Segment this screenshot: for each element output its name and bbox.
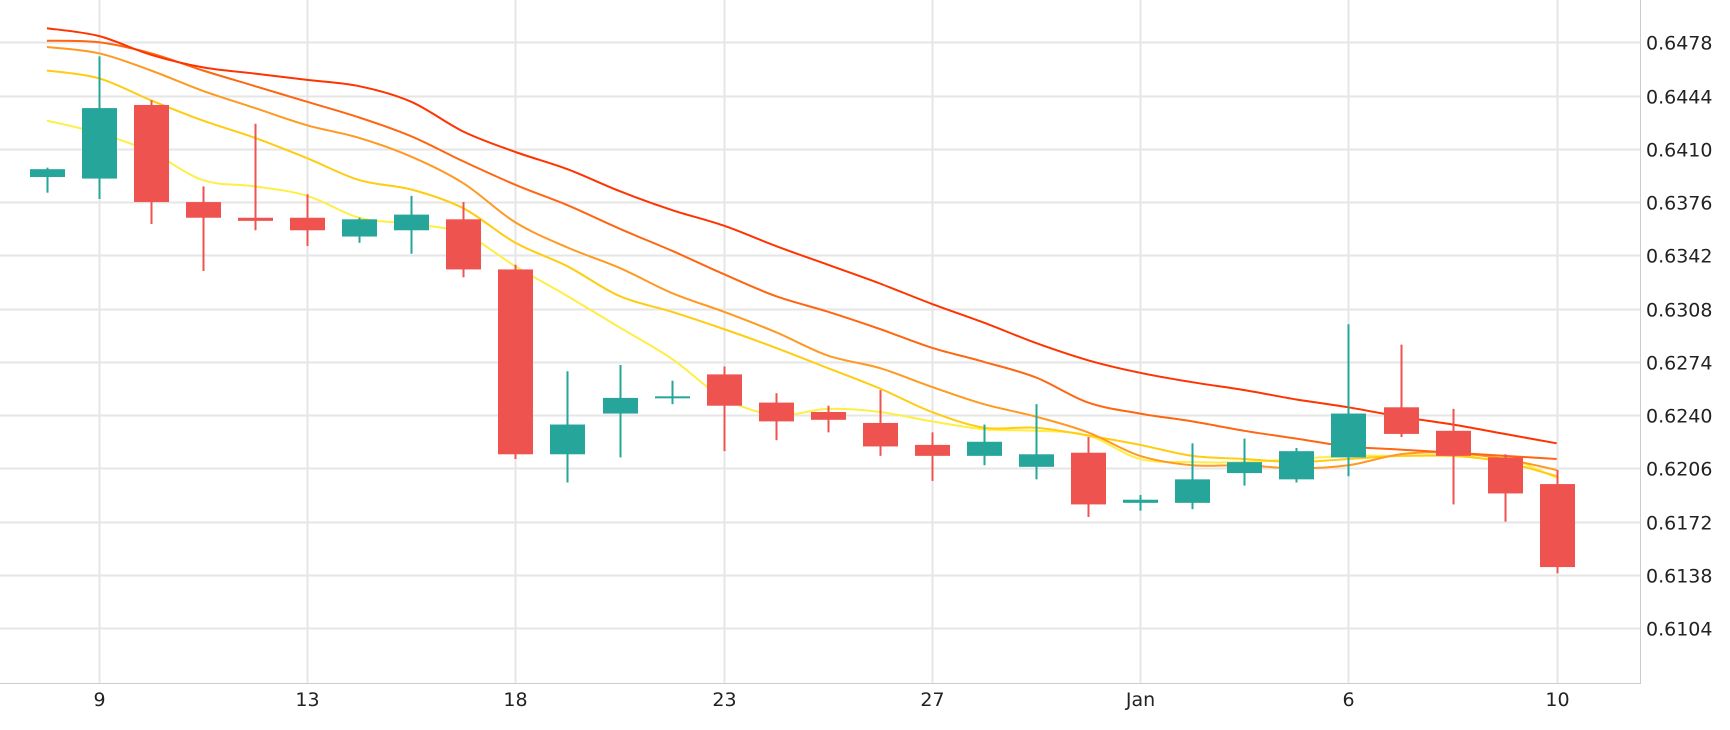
candle-body	[1227, 462, 1262, 474]
y-tick-label: 0.6240	[1646, 406, 1712, 428]
candle-up	[82, 56, 117, 199]
candle-body	[759, 402, 794, 422]
moving-average-line	[46, 39, 1557, 460]
candle-down	[1384, 344, 1419, 438]
x-tick-label: 18	[503, 689, 527, 711]
candle-down	[1071, 437, 1106, 517]
candle-up	[1331, 324, 1366, 477]
candle-up	[394, 195, 429, 254]
candle-body	[1331, 413, 1366, 458]
y-axis: 0.6478 0.6444 0.6410 0.6376 0.6342 0.6308 0.62…	[1640, 0, 1712, 683]
candle-down	[1436, 408, 1471, 505]
candle-body	[1436, 430, 1471, 456]
candle-down	[498, 264, 533, 459]
x-tick-label: 23	[712, 689, 736, 711]
x-axis: 9 13 18 23 27 Jan 6 10	[0, 683, 1641, 711]
x-tick-label: 9	[93, 689, 105, 711]
candle-down	[707, 366, 742, 452]
candle-body	[342, 219, 377, 237]
candle-up	[603, 364, 638, 458]
x-tick-label: 27	[920, 689, 944, 711]
y-tick-label: 0.6444	[1646, 87, 1712, 109]
x-tick-label: 13	[295, 689, 319, 711]
candle-body	[1071, 452, 1106, 505]
candle-body	[1123, 499, 1158, 503]
candle-body	[238, 217, 273, 221]
candle-body	[707, 374, 742, 406]
candle-body	[655, 396, 690, 399]
candle-down	[1540, 469, 1575, 574]
candle-down	[1488, 454, 1523, 522]
candle-body	[1488, 457, 1523, 494]
candle-body	[550, 424, 585, 455]
y-tick-label: 0.6376	[1646, 193, 1712, 215]
candle-body	[915, 444, 950, 456]
y-tick-label: 0.6172	[1646, 513, 1712, 535]
candle-down	[290, 194, 325, 246]
moving-average-line	[46, 119, 1558, 479]
x-tick-label: 6	[1342, 689, 1354, 711]
candle-up	[1279, 448, 1314, 483]
y-tick-label: 0.6308	[1646, 300, 1712, 322]
y-tick-label: 0.6138	[1646, 566, 1712, 588]
candle-body	[82, 108, 117, 179]
candle-down	[863, 390, 898, 456]
candle-body	[863, 422, 898, 447]
candle-body	[498, 269, 533, 455]
candle-body	[1384, 407, 1419, 434]
candle-down	[915, 432, 950, 481]
candle-body	[1279, 451, 1314, 480]
candle-down	[186, 186, 221, 272]
candle-body	[603, 397, 638, 414]
candle-down	[238, 123, 273, 231]
candle-body	[1540, 484, 1575, 568]
candle-body	[186, 202, 221, 218]
candle-down	[134, 100, 169, 225]
candle-down	[759, 393, 794, 441]
y-tick-label: 0.6342	[1646, 246, 1712, 268]
candle-body	[30, 169, 65, 178]
candle-body	[134, 104, 169, 203]
candle-up	[1227, 438, 1262, 486]
moving-average-line	[46, 27, 1557, 445]
candle-body	[811, 411, 846, 420]
y-tick-label: 0.6410	[1646, 140, 1712, 162]
y-tick-label: 0.6206	[1646, 459, 1712, 481]
candle-up	[342, 217, 377, 243]
candles	[30, 56, 1575, 574]
candle-body	[394, 214, 429, 231]
moving-average-line	[46, 46, 1557, 471]
candle-body	[290, 217, 325, 231]
y-tick-label: 0.6478	[1646, 33, 1712, 55]
candle-body	[1175, 479, 1210, 503]
y-tick-label: 0.6104	[1646, 619, 1712, 641]
candle-down	[811, 405, 846, 433]
candle-up	[1019, 404, 1054, 480]
candle-up	[967, 424, 1002, 466]
candle-up	[30, 167, 65, 193]
candle-body	[967, 441, 1002, 456]
candle-up	[550, 371, 585, 483]
candle-up	[1123, 495, 1158, 511]
candle-up	[655, 380, 690, 405]
y-tick-label: 0.6274	[1646, 353, 1712, 375]
candle-up	[1175, 443, 1210, 510]
grid	[0, 0, 1640, 683]
candle-body	[1019, 454, 1054, 467]
x-tick-label: 10	[1545, 689, 1569, 711]
x-tick-label: Jan	[1125, 689, 1155, 711]
candle-body	[446, 219, 481, 270]
candle-down	[446, 202, 481, 278]
